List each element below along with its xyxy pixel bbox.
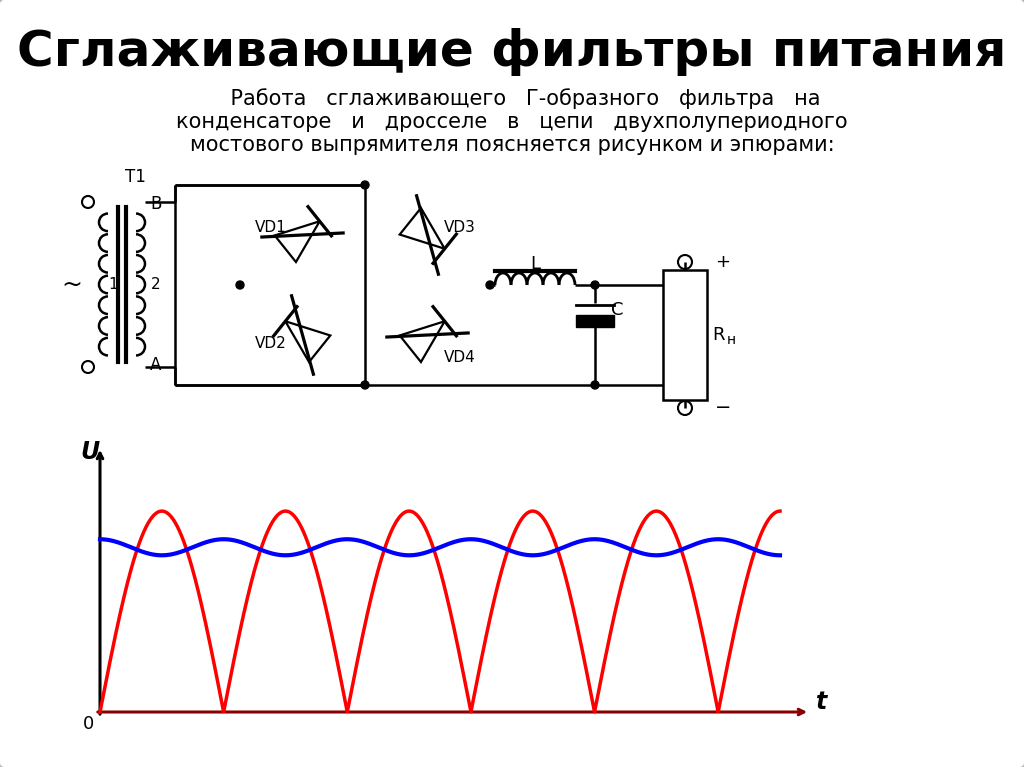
Text: VD2: VD2 xyxy=(255,335,287,351)
Text: 2: 2 xyxy=(152,277,161,292)
Circle shape xyxy=(591,281,599,289)
Text: Работа   сглаживающего   Г-образного   фильтра   на: Работа сглаживающего Г-образного фильтра… xyxy=(204,88,820,110)
Circle shape xyxy=(236,281,244,289)
Text: 1: 1 xyxy=(109,277,118,292)
Text: VD4: VD4 xyxy=(443,350,475,364)
Bar xyxy=(575,315,614,327)
Text: конденсаторе   и   дросселе   в   цепи   двухполупериодного: конденсаторе и дросселе в цепи двухполуп… xyxy=(176,112,848,132)
Text: 0: 0 xyxy=(82,715,93,733)
Text: н: н xyxy=(727,333,736,347)
Circle shape xyxy=(361,181,369,189)
Text: B: B xyxy=(151,195,162,213)
Text: +: + xyxy=(715,253,730,271)
Text: ~: ~ xyxy=(61,272,83,297)
Text: VD1: VD1 xyxy=(255,219,287,235)
Circle shape xyxy=(361,381,369,389)
Text: U: U xyxy=(81,440,99,464)
Text: L: L xyxy=(530,255,540,273)
Circle shape xyxy=(591,381,599,389)
Text: мостового выпрямителя поясняется рисунком и эпюрами:: мостового выпрямителя поясняется рисунко… xyxy=(189,135,835,155)
Text: Сглаживающие фильтры питания: Сглаживающие фильтры питания xyxy=(17,28,1007,76)
Bar xyxy=(663,270,707,400)
Text: T1: T1 xyxy=(125,168,145,186)
Text: C: C xyxy=(610,301,624,319)
Text: −: − xyxy=(715,399,731,417)
Text: A: A xyxy=(151,356,162,374)
Text: R: R xyxy=(712,326,725,344)
Circle shape xyxy=(486,281,494,289)
Text: t: t xyxy=(816,690,827,714)
Text: VD3: VD3 xyxy=(443,219,475,235)
